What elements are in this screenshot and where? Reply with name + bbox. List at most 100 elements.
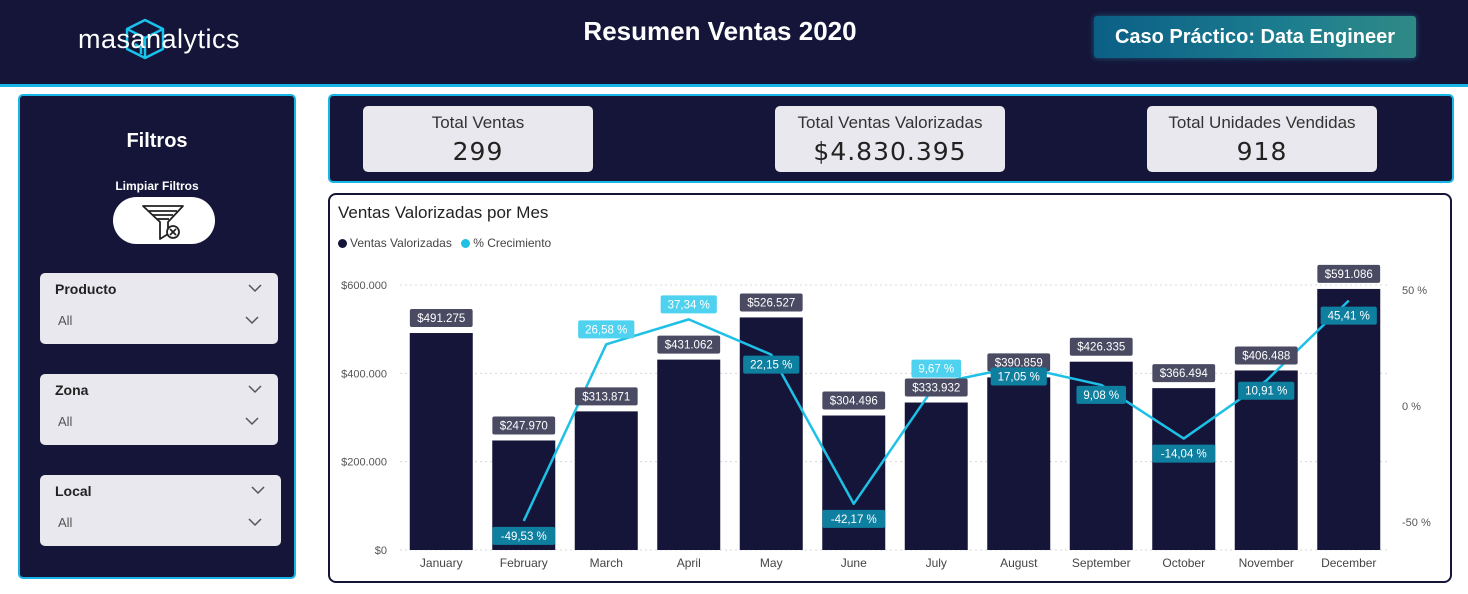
slicer-local-label: Local [55,483,92,499]
line-data-label: 17,05 % [998,371,1040,383]
bar-data-label: $431.062 [665,340,713,352]
bar-january [409,333,473,550]
line-data-label-bg [822,509,886,528]
x-tick-label: June [841,556,867,570]
kpi-card-unidades-vendidas: Total Unidades Vendidas 918 [1147,106,1377,172]
legend-item-crecimiento[interactable]: % Crecimiento [461,236,551,250]
y2-tick-label: 0 % [1402,401,1421,413]
slicer-zona-value[interactable]: All [58,414,73,429]
bar-data-label-bg [1152,364,1216,383]
x-tick-label: October [1162,556,1205,570]
slicer-producto[interactable]: Producto All [40,273,278,344]
line-data-label-bg [492,526,556,545]
header-bar: masanalytics Resumen Ventas 2020 Caso Pr… [0,0,1468,87]
bar-data-label: $591.086 [1325,269,1373,281]
legend-label: Ventas Valorizadas [350,236,452,250]
filters-panel: Filtros Limpiar Filtros Producto All Zon… [18,94,296,579]
bar-data-label-bg [1317,264,1381,283]
combo-chart: $0 $200.000 $400.000 $600.000 -50 % 0 % 50 % Ja… [341,264,1431,570]
kpi-value: $4.830.395 [813,137,967,166]
y2-tick-label: -50 % [1402,517,1431,529]
bar-july [904,402,968,550]
bar-december [1317,288,1381,550]
bar-data-label: $426.335 [1077,342,1125,354]
case-study-button[interactable]: Caso Práctico: Data Engineer [1094,16,1416,58]
bar-data-label-bg [409,309,473,328]
line-data-label-bg [1320,306,1377,325]
bar-data-label: $366.494 [1160,368,1209,380]
chevron-down-icon[interactable] [245,315,259,325]
bar-data-label-bg [1234,346,1298,365]
kpi-label: Total Unidades Vendidas [1168,113,1356,132]
logo-text: masanalytics [78,24,241,54]
clear-filters-button[interactable] [113,197,215,244]
kpi-panel: Total Ventas 299 Total Ventas Valorizada… [328,94,1454,183]
x-tick-label: March [590,556,623,570]
slicer-producto-label: Producto [55,281,117,297]
bar-data-label-bg [1069,337,1133,356]
bar-april [657,359,721,550]
x-tick-label: January [420,556,463,570]
chevron-down-icon[interactable] [248,517,262,527]
x-tick-label: April [677,556,701,570]
clear-filters-label: Limpiar Filtros [115,179,199,193]
chart-legend: Ventas Valorizadas % Crecimiento [338,236,557,250]
bar-data-label: $406.488 [1242,350,1290,362]
bar-data-label-bg [574,387,638,406]
chevron-down-icon[interactable] [248,283,262,293]
legend-item-ventas[interactable]: Ventas Valorizadas [338,236,452,250]
bar-data-label-bg [492,416,556,435]
bar-data-label: $390.859 [995,357,1043,369]
y-tick-label: $400.000 [341,368,387,380]
bar-data-label: $304.496 [830,396,878,408]
y-tick-label: $200.000 [341,457,387,469]
bar-data-label-bg [739,293,803,312]
kpi-label: Total Ventas [431,113,525,132]
x-tick-label: February [500,556,548,570]
bar-data-label-bg [657,335,721,354]
line-data-label-bg [578,320,635,339]
kpi-card-ventas-valorizadas: Total Ventas Valorizadas $4.830.395 [775,106,1005,172]
chart-title: Ventas Valorizadas por Mes [338,203,549,222]
filters-title: Filtros [126,130,188,152]
kpi-value: 918 [1236,137,1288,166]
chevron-down-icon[interactable] [248,384,262,394]
line-data-label-bg [1152,444,1216,463]
line-data-label: 37,34 % [668,299,710,311]
legend-label: % Crecimiento [473,236,552,250]
line-data-label-bg [1076,385,1127,404]
bar-data-label-bg [822,391,886,410]
slicer-zona[interactable]: Zona All [40,374,278,445]
chevron-down-icon[interactable] [245,416,259,426]
line-data-label-bg [743,355,800,374]
bar-may [739,317,803,550]
cube-logo-icon [125,18,165,60]
line-data-label-bg [911,359,962,378]
bar-november [1234,370,1298,550]
line-data-label-bg [1238,381,1295,400]
x-tick-label: August [1000,556,1038,570]
x-tick-label: November [1239,556,1294,570]
filter-clear-icon [142,205,184,240]
x-tick-label: May [760,556,783,570]
bar-october [1152,388,1216,550]
line-data-label-bg [660,295,717,314]
x-tick-label: September [1072,556,1131,570]
slicer-local-value[interactable]: All [58,515,73,530]
bar-data-label: $333.932 [912,383,960,395]
x-tick-label: December [1321,556,1376,570]
chevron-down-icon[interactable] [251,485,265,495]
chart-panel: $0 $200.000 $400.000 $600.000 -50 % 0 % 50 % Ja… [328,193,1452,583]
slicer-local[interactable]: Local All [40,475,281,546]
line-data-label: 45,41 % [1328,311,1370,323]
line-data-label-bg [990,367,1047,386]
kpi-card-total-ventas: Total Ventas 299 [363,106,593,172]
bar-data-label: $247.970 [500,420,548,432]
slicer-producto-value[interactable]: All [58,313,73,328]
bar-data-label-bg [987,353,1051,372]
bar-august [987,377,1051,550]
y-tick-label: $0 [375,545,387,557]
kpi-label: Total Ventas Valorizadas [797,113,983,132]
bar-data-label-bg [904,378,968,397]
page-title: Resumen Ventas 2020 [583,16,857,46]
